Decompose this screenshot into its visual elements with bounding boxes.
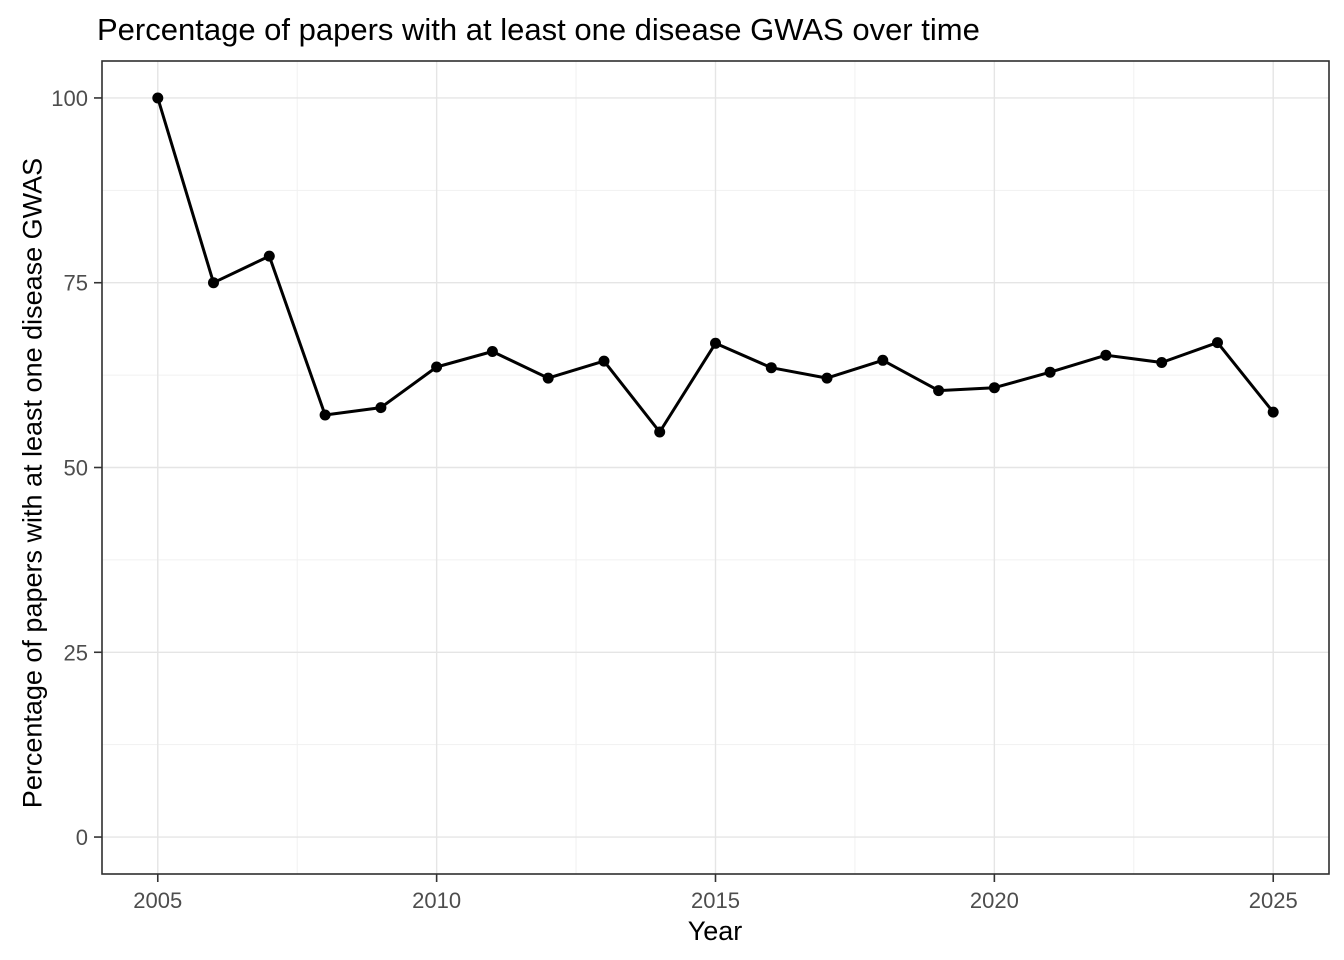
data-point bbox=[710, 337, 721, 349]
data-point bbox=[319, 409, 331, 421]
x-tick-label: 2005 bbox=[133, 888, 182, 913]
y-tick-label: 25 bbox=[64, 640, 88, 665]
x-axis-title: Year bbox=[687, 916, 743, 946]
data-point bbox=[765, 362, 777, 374]
data-point bbox=[821, 372, 833, 384]
chart-title: Percentage of papers with at least one d… bbox=[97, 12, 980, 47]
data-point bbox=[1044, 366, 1056, 378]
data-point bbox=[1267, 406, 1279, 418]
data-point bbox=[598, 355, 610, 367]
y-tick-label: 100 bbox=[51, 86, 88, 111]
x-tick-label: 2010 bbox=[412, 888, 461, 913]
y-tick-label: 50 bbox=[64, 456, 88, 481]
data-point bbox=[1156, 357, 1168, 368]
data-point bbox=[1100, 349, 1112, 361]
data-point bbox=[263, 250, 275, 262]
data-point bbox=[988, 382, 1000, 394]
x-tick-label: 2020 bbox=[970, 888, 1019, 913]
y-axis-title: Percentage of papers with at least one d… bbox=[17, 157, 48, 809]
data-point bbox=[152, 92, 164, 104]
y-tick-label: 0 bbox=[76, 825, 88, 850]
y-tick-label: 75 bbox=[64, 271, 88, 296]
data-point bbox=[375, 402, 387, 414]
data-point bbox=[933, 385, 945, 397]
x-tick-label: 2025 bbox=[1249, 888, 1298, 913]
data-point bbox=[877, 354, 889, 366]
data-point bbox=[542, 372, 554, 384]
data-point bbox=[486, 346, 498, 357]
data-point bbox=[1212, 337, 1223, 349]
data-point bbox=[654, 426, 666, 438]
x-tick-label: 2015 bbox=[691, 888, 740, 913]
data-point bbox=[208, 277, 219, 289]
data-point bbox=[431, 361, 443, 373]
